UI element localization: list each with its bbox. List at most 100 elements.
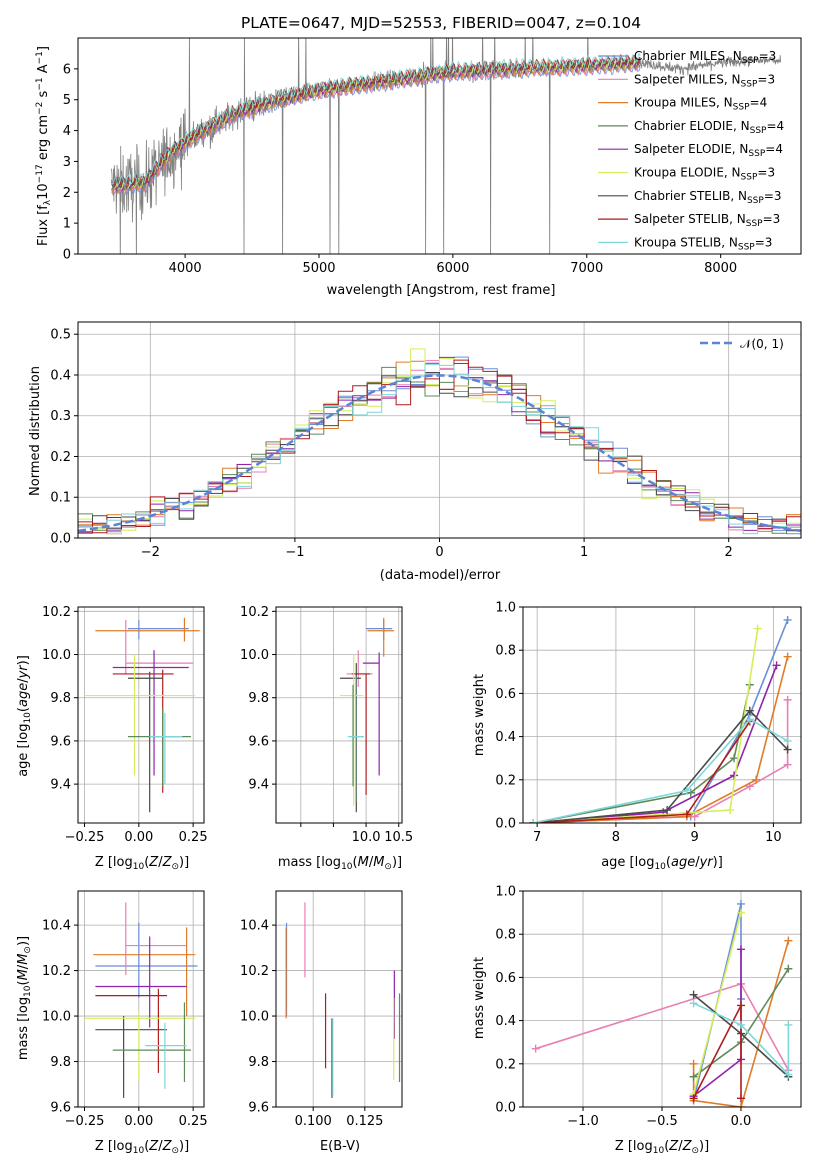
- weight-series-line: [693, 1002, 790, 1077]
- normal-reference-curve: [78, 374, 801, 533]
- weight-point-marker: [730, 754, 739, 763]
- residual-y-tick-label: 0.1: [50, 491, 71, 506]
- weight-series-line: [533, 656, 789, 823]
- mass-ebv-frame: [275, 890, 403, 1108]
- weight-age-x-axis-label: age [log10(age/yr)]: [601, 855, 723, 872]
- spectrum-y-axis-label: Flux [fλ10−17 erg cm−2 s−1 A−1]: [35, 46, 53, 246]
- residual-frame: [77, 321, 802, 539]
- weight-point-marker: [736, 1020, 745, 1029]
- age-z-y-axis-label: age [log10(age/yr)]: [16, 655, 33, 777]
- weight-age-x-tick-label: 9: [691, 830, 699, 845]
- weight-z-x-tick-label: −0.5: [646, 1114, 678, 1129]
- age-mass-x-tick-label: 10.5: [384, 830, 413, 845]
- weight-point-marker: [663, 806, 672, 815]
- age-z-errorbars: [84, 617, 200, 813]
- weight-point-marker: [689, 1094, 698, 1103]
- mass-z-frame: [77, 890, 205, 1108]
- legend-label: Chabrier MILES, NSSP=3: [634, 49, 776, 66]
- weight-point-marker: [783, 652, 792, 661]
- age-z-frame: [77, 606, 205, 824]
- age-mass-y-tick-label: 10.0: [240, 648, 269, 663]
- weight-age-frame: [522, 606, 802, 824]
- age-vs-metallicity-panel: −0.25 0.00 0.25 9.4 9.6 9.8 10.0 10.2: [42, 605, 208, 845]
- weight-point-marker: [689, 1059, 698, 1068]
- residual-histogram-step: [78, 359, 801, 534]
- weight-point-marker: [783, 615, 792, 624]
- mass-z-x-tick-label: 0.00: [124, 1114, 153, 1129]
- spectrum-frame: [77, 37, 802, 255]
- age-z-x-tick-label: −0.25: [65, 830, 105, 845]
- weight-series-line: [533, 718, 788, 823]
- weight-z-frame: [522, 890, 802, 1108]
- age-z-x-axis-label: Z [log10(Z/Z⊙)]: [95, 855, 189, 872]
- mass-z-y-tick-label: 10.0: [42, 1010, 71, 1025]
- weight-point-marker: [783, 745, 792, 754]
- weight-point-marker: [689, 999, 698, 1008]
- weight-point-marker: [736, 899, 745, 908]
- residual-y-tick-label: 0.4: [50, 368, 71, 383]
- weight-point-marker: [745, 715, 754, 724]
- mass-z-x-tick-label: −0.25: [65, 1114, 105, 1129]
- weight-age-x-tick-label: 10: [765, 830, 782, 845]
- legend-label: Salpeter STELIB, NSSP=3: [634, 212, 780, 229]
- weight-point-marker: [682, 786, 691, 795]
- weight-point-marker: [753, 624, 762, 633]
- age-mass-y-tick-label: 9.8: [248, 691, 269, 706]
- weight-point-marker: [745, 706, 754, 715]
- spectrum-y-tick-label: 0: [63, 248, 71, 263]
- spectrum-x-axis-label: wavelength [Angstrom, rest frame]: [327, 283, 556, 298]
- residual-histogram-step: [78, 363, 801, 535]
- residual-y-tick-label: 0.5: [50, 328, 71, 343]
- weight-age-series: [529, 615, 792, 823]
- age-z-x-tick-label: 0.00: [124, 830, 153, 845]
- weight-point-marker: [690, 812, 699, 821]
- age-z-y-tick-label: 9.4: [50, 778, 71, 793]
- mass-z-y-tick-label: 10.4: [42, 919, 71, 934]
- residual-x-tick-label: 0: [435, 545, 443, 560]
- weight-point-marker: [726, 806, 735, 815]
- mass-ebv-y-tick-label: 10.2: [240, 964, 269, 979]
- mass-vs-ebv-panel: 0.100 0.125 9.6 9.8 10.0 10.2 10.4: [240, 890, 403, 1129]
- weight-point-marker: [783, 736, 792, 745]
- age-z-y-tick-label: 9.8: [50, 691, 71, 706]
- spectrum-y-tick-label: 4: [63, 124, 71, 139]
- legend-label: Salpeter MILES, NSSP=3: [634, 72, 775, 89]
- weight-age-x-tick-label: 7: [533, 830, 541, 845]
- mass-ebv-x-axis-label: E(B-V): [320, 1139, 360, 1154]
- weight-point-marker: [682, 810, 691, 819]
- weight-point-marker: [784, 1070, 793, 1079]
- mass-vs-metallicity-panel: −0.25 0.00 0.25 9.6 9.8 10.0 10.2 10.4: [42, 890, 208, 1129]
- mass-z-y-tick-label: 10.2: [42, 964, 71, 979]
- mass-weight-vs-metallicity-panel: −1.0 −0.5 0.0 0.0 0.2 0.4 0.6 0.8 1.0: [495, 885, 802, 1129]
- mass-z-y-tick-label: 9.6: [50, 1101, 71, 1116]
- weight-point-marker: [752, 775, 761, 784]
- spectrum-title: PLATE=0647, MJD=52553, FIBERID=0047, z=0…: [241, 14, 641, 32]
- weight-z-y-axis-label: mass weight: [472, 957, 487, 1039]
- weight-age-y-tick-label: 0.6: [495, 687, 516, 702]
- age-z-y-tick-label: 10.2: [42, 605, 71, 620]
- spectrum-x-tick-label: 5000: [302, 261, 335, 276]
- age-mass-x-tick-label: 10.0: [352, 830, 381, 845]
- weight-point-marker: [736, 908, 745, 917]
- mass-z-x-tick-label: 0.25: [179, 1114, 208, 1129]
- weight-z-y-tick-label: 0.2: [495, 1057, 516, 1072]
- age-mass-frame: [275, 606, 403, 824]
- weight-point-marker: [529, 819, 538, 823]
- weight-z-y-tick-label: 0.8: [495, 928, 516, 943]
- spectrum-y-tick-label: 2: [63, 186, 71, 201]
- weight-point-marker: [784, 1020, 793, 1029]
- age-z-y-tick-label: 10.0: [42, 648, 71, 663]
- mass-ebv-x-tick-label: 0.125: [346, 1114, 383, 1129]
- weight-age-y-tick-label: 0.0: [495, 817, 516, 832]
- weight-point-marker: [783, 760, 792, 769]
- mass-ebv-y-tick-label: 9.8: [248, 1055, 269, 1070]
- residual-x-axis-label: (data-model)/error: [380, 568, 501, 583]
- weight-point-marker: [736, 1103, 745, 1107]
- age-mass-errorbars: [339, 617, 395, 813]
- weight-age-y-axis-label: mass weight: [472, 674, 487, 756]
- mass-z-errorbars: [84, 902, 198, 1098]
- legend-label: Kroupa ELODIE, NSSP=3: [634, 166, 775, 183]
- weight-point-marker: [783, 695, 792, 704]
- spectrum-x-tick-label: 4000: [169, 261, 202, 276]
